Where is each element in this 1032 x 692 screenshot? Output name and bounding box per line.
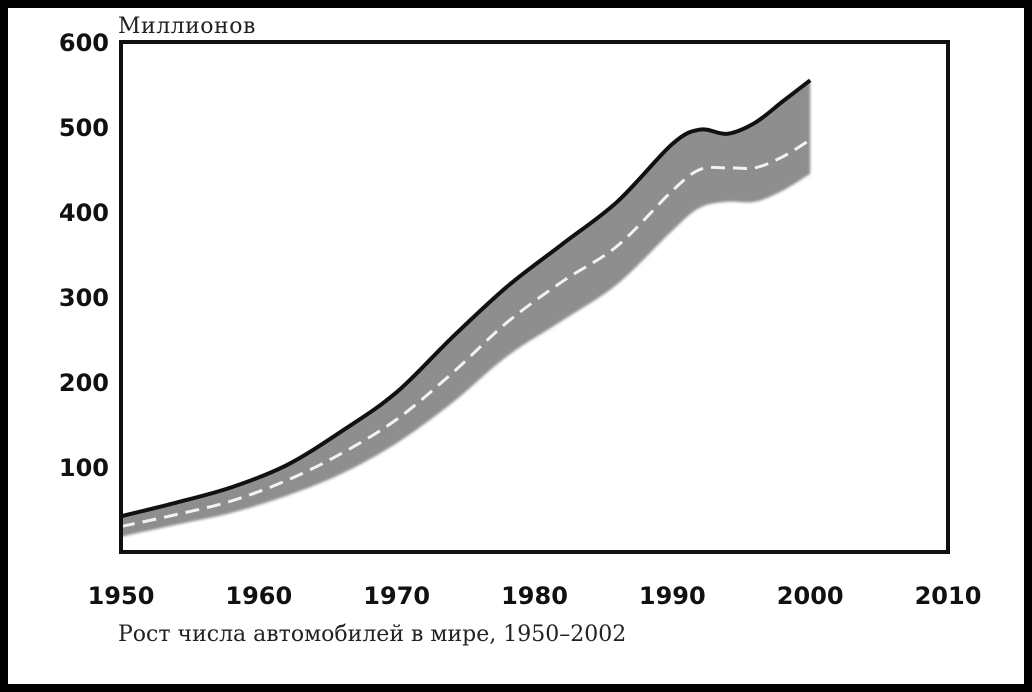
x-tick-label: 1990 <box>639 582 706 610</box>
x-tick-label: 1980 <box>501 582 568 610</box>
y-tick-label: 500 <box>59 114 109 142</box>
x-tick-label: 1950 <box>88 582 155 610</box>
chart-title: Рост числа автомобилей в мире, 1950–2002 <box>118 622 627 647</box>
y-tick-label: 200 <box>59 369 109 397</box>
x-tick-label: 2000 <box>777 582 844 610</box>
y-tick-label: 300 <box>59 284 109 312</box>
y-axis-label: Миллионов <box>118 14 256 39</box>
y-tick-label: 400 <box>59 199 109 227</box>
x-tick-label: 2010 <box>915 582 982 610</box>
plot-area <box>120 78 812 537</box>
y-tick-label: 100 <box>59 454 109 482</box>
x-tick-label: 1960 <box>225 582 292 610</box>
x-tick-label: 1970 <box>363 582 430 610</box>
range-band <box>121 80 811 537</box>
y-tick-labels: 100 200 300 400 500 600 <box>59 29 109 482</box>
center-dashed-line <box>120 138 811 528</box>
axes-frame <box>119 40 950 554</box>
x-tick-labels: 1950 1960 1970 1980 1990 2000 2010 <box>88 582 982 610</box>
upper-line <box>120 78 812 519</box>
y-tick-label: 600 <box>59 29 109 57</box>
